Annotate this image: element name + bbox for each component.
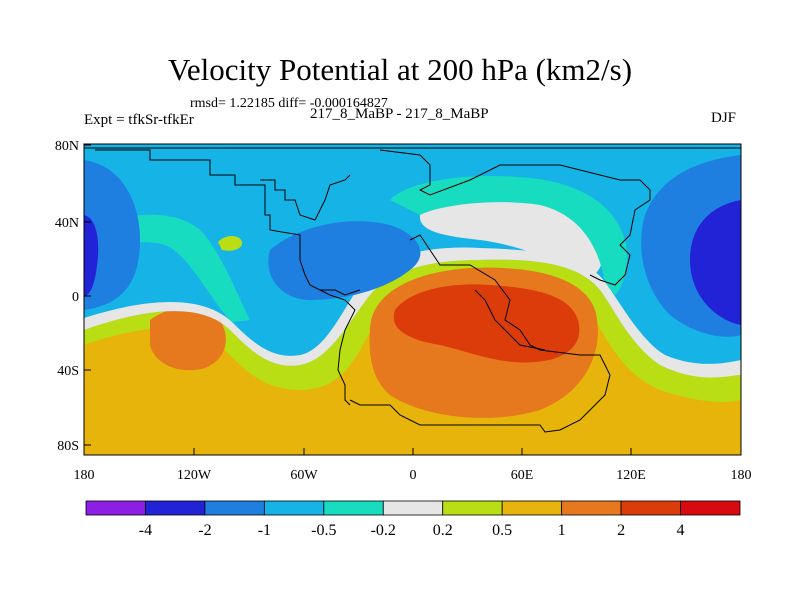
- colorbar-label: -0.5: [311, 522, 336, 539]
- coastline-greenland: [260, 174, 351, 221]
- colorbar-swatch: [323, 500, 384, 516]
- colorbar-swatch: [263, 500, 325, 516]
- season-label: DJF: [711, 110, 737, 126]
- region-west-pacific-min: [690, 200, 741, 325]
- region-east-pacific-min: [84, 215, 99, 297]
- axis-ticks: [84, 144, 632, 455]
- colorbar-swatch: [442, 500, 503, 516]
- y-tick-40s: 40S: [57, 364, 79, 379]
- colorbar-label: 4: [677, 522, 685, 539]
- map-title: Velocity Potential at 200 hPa (km2/s): [167, 52, 633, 87]
- experiment-label: Expt = tfkSr-tfkEr: [84, 112, 194, 128]
- y-tick-40n: 40N: [55, 216, 79, 231]
- statistics-label: rmsd= 1.22185 diff= -0.000164827: [190, 96, 388, 111]
- colorbar-swatch: [145, 500, 206, 516]
- colorbar-swatch: [561, 500, 622, 516]
- coastline-eurasia-north: [379, 149, 651, 286]
- colorbar-swatch: [382, 500, 444, 516]
- x-tick-60e: 60E: [511, 468, 534, 483]
- coastlines: [84, 147, 741, 433]
- coastline-north-america: [95, 149, 361, 296]
- x-tick-180w: 180: [74, 468, 95, 483]
- colorbar-label: -4: [139, 522, 152, 539]
- colorbar-label: -1: [258, 522, 271, 539]
- colorbar: -4 -2 -1 -0.5 -0.2 0.2 0.5 1 2 4: [85, 500, 741, 539]
- y-tick-labels: 80N 40N 0 40S 80S: [55, 139, 79, 454]
- contour-field: [84, 144, 741, 455]
- colorbar-label: -2: [198, 522, 211, 539]
- region-atlantic-band: [268, 221, 421, 300]
- x-tick-180e: 180: [731, 468, 752, 483]
- colorbar-label: 2: [617, 522, 625, 539]
- contour-m05-north: [390, 176, 627, 295]
- region-east-pacific-outer: [84, 160, 140, 310]
- colorbar-label: -0.2: [371, 522, 396, 539]
- coastline-south-america: [319, 289, 356, 406]
- region-pacific-small-high: [218, 236, 243, 251]
- colorbar-label: 0.5: [492, 522, 512, 539]
- region-africa-indian-max: [393, 284, 580, 363]
- colorbar-swatch: [85, 500, 146, 516]
- coastline-europe-africa: [349, 234, 611, 433]
- x-tick-0: 0: [410, 468, 417, 483]
- region-south-pacific-max: [150, 306, 226, 371]
- x-tick-60w: 60W: [290, 468, 318, 483]
- colorbar-label: 1: [558, 522, 566, 539]
- x-tick-labels: 180 120W 60W 0 60E 120E 180: [74, 468, 752, 483]
- contour-neutral-band: [84, 247, 741, 378]
- y-tick-0: 0: [72, 290, 79, 305]
- colorbar-label: 0.2: [433, 522, 453, 539]
- contour-neutral-band-north: [419, 193, 604, 278]
- colorbar-swatch: [204, 500, 265, 516]
- colorbar-swatch: [620, 500, 681, 516]
- case-label: 217_8_MaBP - 217_8_MaBP: [310, 106, 489, 122]
- y-tick-80n: 80N: [55, 139, 79, 154]
- x-tick-120w: 120W: [177, 468, 212, 483]
- x-tick-120e: 120E: [616, 468, 646, 483]
- y-tick-80s: 80S: [57, 439, 79, 454]
- coastline-indian-ocean: [474, 289, 546, 351]
- colorbar-swatch: [501, 500, 563, 516]
- colorbar-swatch: [680, 500, 741, 516]
